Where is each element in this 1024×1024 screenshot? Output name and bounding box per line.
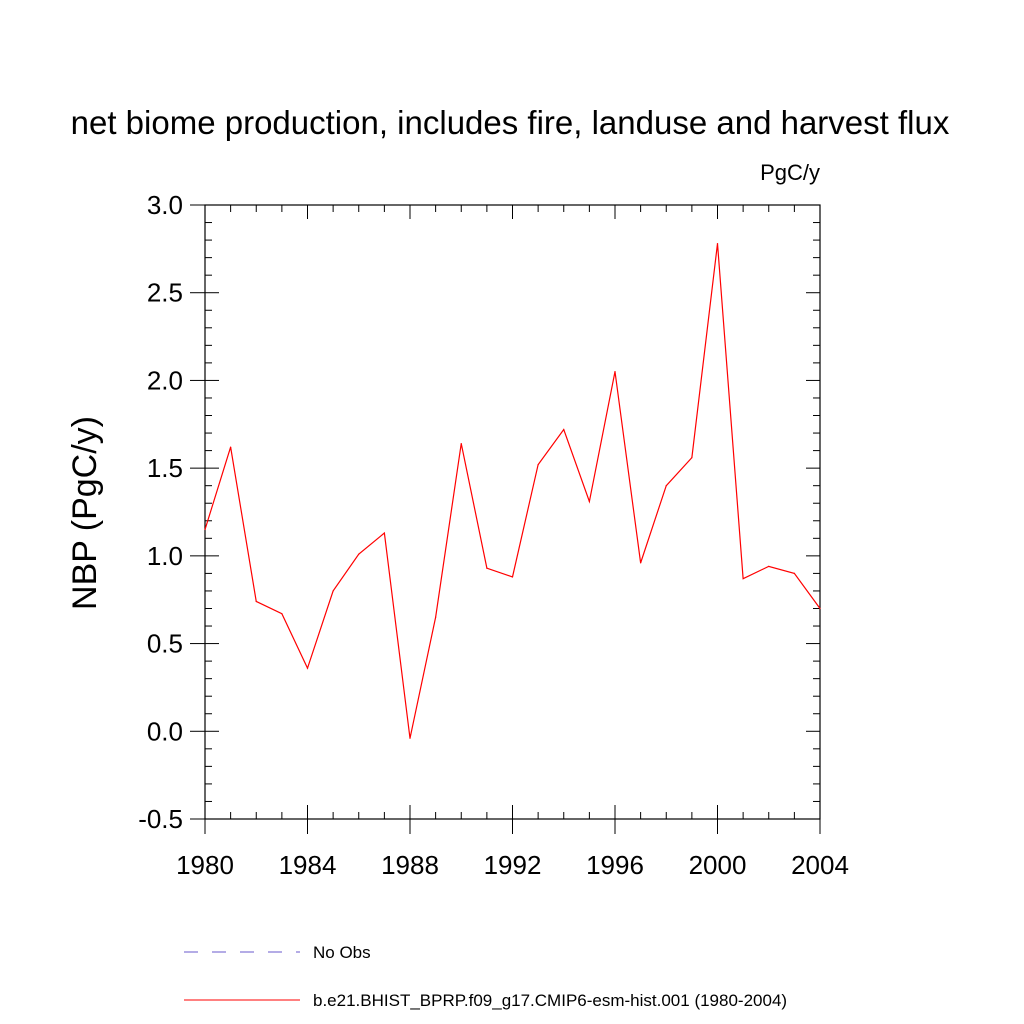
data-point xyxy=(511,576,514,578)
data-point xyxy=(486,567,488,569)
data-point xyxy=(768,565,770,567)
plot-frame xyxy=(204,204,821,820)
data-point xyxy=(537,464,539,466)
y-axis-label: NBP (PgC/y) xyxy=(66,416,104,610)
data-point xyxy=(281,613,283,615)
data-point xyxy=(460,442,462,445)
data-point xyxy=(358,553,360,555)
y-tick-label: 0.0 xyxy=(147,716,183,746)
data-point xyxy=(793,572,795,575)
data-point xyxy=(204,528,206,531)
series-line xyxy=(204,243,821,739)
x-tick-label: 1988 xyxy=(381,850,439,880)
data-point xyxy=(435,616,437,618)
x-tick-label: 1992 xyxy=(484,850,542,880)
x-tick-label: 1984 xyxy=(279,850,337,880)
series-layer xyxy=(204,242,821,739)
y-tick-label: 2.0 xyxy=(147,365,183,395)
y-tick-label: 1.5 xyxy=(147,453,183,483)
data-point xyxy=(409,737,411,739)
y-tick-label: 0.5 xyxy=(147,629,183,659)
data-point xyxy=(383,532,385,534)
axis-ticks xyxy=(190,204,821,834)
y-tick-label: 1.0 xyxy=(147,541,183,571)
data-point xyxy=(614,371,616,373)
data-point xyxy=(332,590,334,592)
x-tick-label: 1980 xyxy=(176,850,234,880)
chart-title: net biome production, includes fire, lan… xyxy=(71,104,950,141)
data-point xyxy=(819,607,821,610)
x-tick-label: 1996 xyxy=(586,850,644,880)
y-tick-label: -0.5 xyxy=(138,804,183,834)
data-point xyxy=(255,600,257,603)
data-point xyxy=(665,485,667,487)
legend: No Obs b.e21.BHIST_BPRP.f09_g17.CMIP6-esm… xyxy=(184,943,787,1010)
legend-label: b.e21.BHIST_BPRP.f09_g17.CMIP6-esm-hist.… xyxy=(313,991,787,1010)
data-point xyxy=(716,242,719,245)
units-label: PgC/y xyxy=(760,160,820,185)
data-point xyxy=(563,428,565,431)
data-point xyxy=(691,457,693,459)
data-point xyxy=(640,562,642,564)
tick-labels: 1980 1984 1988 1992 1996 2000 2004 -0.5 0.0 0.5 1.… xyxy=(138,190,849,880)
y-tick-label: 2.5 xyxy=(147,278,183,308)
data-point xyxy=(742,578,744,580)
x-tick-label: 2004 xyxy=(791,850,849,880)
data-point xyxy=(588,500,590,503)
x-tick-label: 2000 xyxy=(689,850,747,880)
legend-label: No Obs xyxy=(313,943,371,962)
data-point xyxy=(306,667,309,669)
y-tick-label: 3.0 xyxy=(147,190,183,220)
data-point xyxy=(230,446,232,448)
